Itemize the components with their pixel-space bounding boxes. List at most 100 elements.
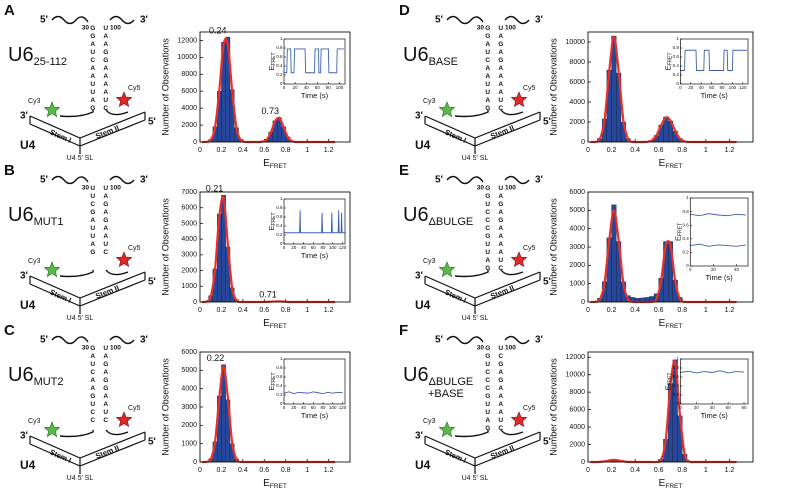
inset-x-tick-label: 0 (283, 85, 286, 90)
x-tick-label: 0.4 (238, 467, 248, 474)
strand-5 (51, 335, 89, 345)
x-tick-label: 0 (198, 147, 202, 154)
y-axis-label: Number of Observations (548, 198, 558, 296)
u4-frame (424, 431, 541, 474)
inset-trace (284, 210, 345, 234)
y-axis-label: Number of Observations (160, 358, 170, 456)
construct-subscript: BASE (429, 56, 458, 68)
u4-sl-label: U4 5' SL (67, 155, 94, 162)
construct-label: U6MUT1 (8, 204, 64, 228)
cy3-star (43, 261, 61, 278)
cy5-star (510, 411, 528, 428)
x-tick-label: 1 (704, 147, 708, 154)
x-tick-label: 0 (198, 307, 202, 314)
three-prime-bottom: 3' (20, 271, 28, 282)
cy5-label: Cy5 (128, 245, 141, 252)
inset-y-label-main: E (673, 236, 682, 241)
y-tick-label: 1000 (181, 441, 197, 448)
cy5-label: Cy5 (523, 85, 536, 92)
x-tick-label: 0.6 (259, 307, 269, 314)
construct-name: U6 (8, 204, 34, 226)
inset-y-label-main: E (267, 386, 276, 391)
x-axis-label-sub: FRET (270, 483, 287, 490)
y-tick-label: 10000 (178, 54, 198, 61)
inset-frame (283, 358, 346, 405)
inset-trace (283, 391, 343, 395)
panel-letter: D (399, 2, 410, 19)
inset-y-tick-label: 0.4 (276, 383, 283, 388)
construct-name: U6 (403, 204, 429, 226)
x-tick-label: 0.2 (217, 147, 227, 154)
right-strand: UAGAGAAAAUC (497, 25, 504, 113)
inset-y-tick-label: 0.8 (276, 205, 283, 210)
five-prime-top: 5' (40, 335, 48, 346)
five-prime-top: 5' (435, 335, 443, 346)
inset-y-label: EFRET (267, 372, 277, 390)
peak-label: 0.24 (209, 25, 227, 35)
y-tick-label: 4000 (181, 105, 197, 112)
inset-x-tick-label: 60 (726, 405, 732, 410)
inset-y-label-sub: FRET (271, 52, 277, 65)
five-prime-bottom: 5' (543, 437, 551, 448)
inset-y-tick-label: 1 (280, 196, 283, 201)
three-prime-top: 3' (140, 15, 148, 26)
inset-y-tick-label: 0.8 (683, 209, 690, 214)
construct-line2: +BASE (428, 388, 464, 400)
inset-x-tick-label: 0 (679, 85, 682, 90)
y-tick-label: 3000 (181, 252, 197, 259)
x-tick-label: 1.2 (324, 467, 334, 474)
inset-y-tick-label: 0.2 (276, 72, 283, 77)
inset-y-label-sub: FRET (668, 372, 674, 385)
u4-frame (29, 271, 146, 314)
y-tick-label: 0 (581, 139, 585, 146)
inset-y-tick-label: 1 (686, 195, 689, 200)
inset-y-tick-label: 1 (676, 36, 679, 41)
cy5-star (115, 411, 133, 428)
y-tick-label: 8000 (569, 389, 585, 396)
construct-subscript: ΔBULGE (429, 376, 474, 388)
x-tick-label: 1.2 (725, 307, 735, 314)
inset-x-label: Time (s) (701, 91, 729, 100)
u4-sl-label: U4 5' SL (462, 475, 489, 482)
inset-x-label: Time (s) (701, 411, 729, 420)
inset-x-label: Time (s) (301, 411, 329, 420)
five-prime-bottom: 5' (148, 437, 156, 448)
x-tick-label: 0.6 (259, 467, 269, 474)
rna-diagram: 5' 3' 30 100 GGAUCAAUUAG UAAGGAAAAUC Cy3 Cy5 3' 5… (20, 15, 156, 162)
inset-x-tick-label: 60 (311, 245, 317, 250)
inset-x-tick-label: 40 (304, 85, 310, 90)
x-tick-label: 1.2 (725, 147, 735, 154)
x-axis-label-main: E (263, 318, 270, 329)
construct-label: U625-112 (8, 44, 67, 68)
inset-x-tick-label: 80 (321, 405, 327, 410)
x-tick-label: 0.8 (281, 467, 291, 474)
cy3-label: Cy3 (28, 98, 41, 105)
peak-label: 0.22 (207, 353, 225, 363)
y-tick-label: 1000 (569, 281, 585, 288)
inset-x-tick-label: 100 (336, 85, 344, 90)
y-tick-label: 12000 (566, 354, 586, 361)
strand-3 (504, 15, 530, 25)
y-tick-label: 12000 (178, 37, 198, 44)
y-tick-label: 0 (581, 459, 585, 466)
strand-3 (109, 175, 135, 185)
y-tick-label: 6000 (569, 406, 585, 413)
inset-x-tick-label: 40 (699, 85, 705, 90)
x-tick-label: 0.4 (238, 147, 248, 154)
right-number: 100 (505, 25, 516, 32)
u4-label: U4 (20, 458, 36, 472)
inset-y-label-sub: FRET (668, 52, 674, 65)
strand-5 (51, 15, 89, 25)
inset-x-tick-label: 20 (711, 267, 717, 272)
inset-y-tick-label: 0.4 (673, 383, 680, 388)
inset-y-tick-label: 1 (280, 36, 283, 41)
junction (454, 429, 524, 438)
inset-y-tick-label: 0.4 (683, 236, 690, 241)
x-tick-label: 0.6 (259, 147, 269, 154)
inset-background (690, 198, 748, 266)
x-axis-label: EFRET (263, 318, 287, 330)
inset-x-tick-label: 80 (326, 85, 332, 90)
inset-x-tick-label: 100 (329, 245, 337, 250)
inset-y-tick-label: 0.2 (673, 72, 680, 77)
